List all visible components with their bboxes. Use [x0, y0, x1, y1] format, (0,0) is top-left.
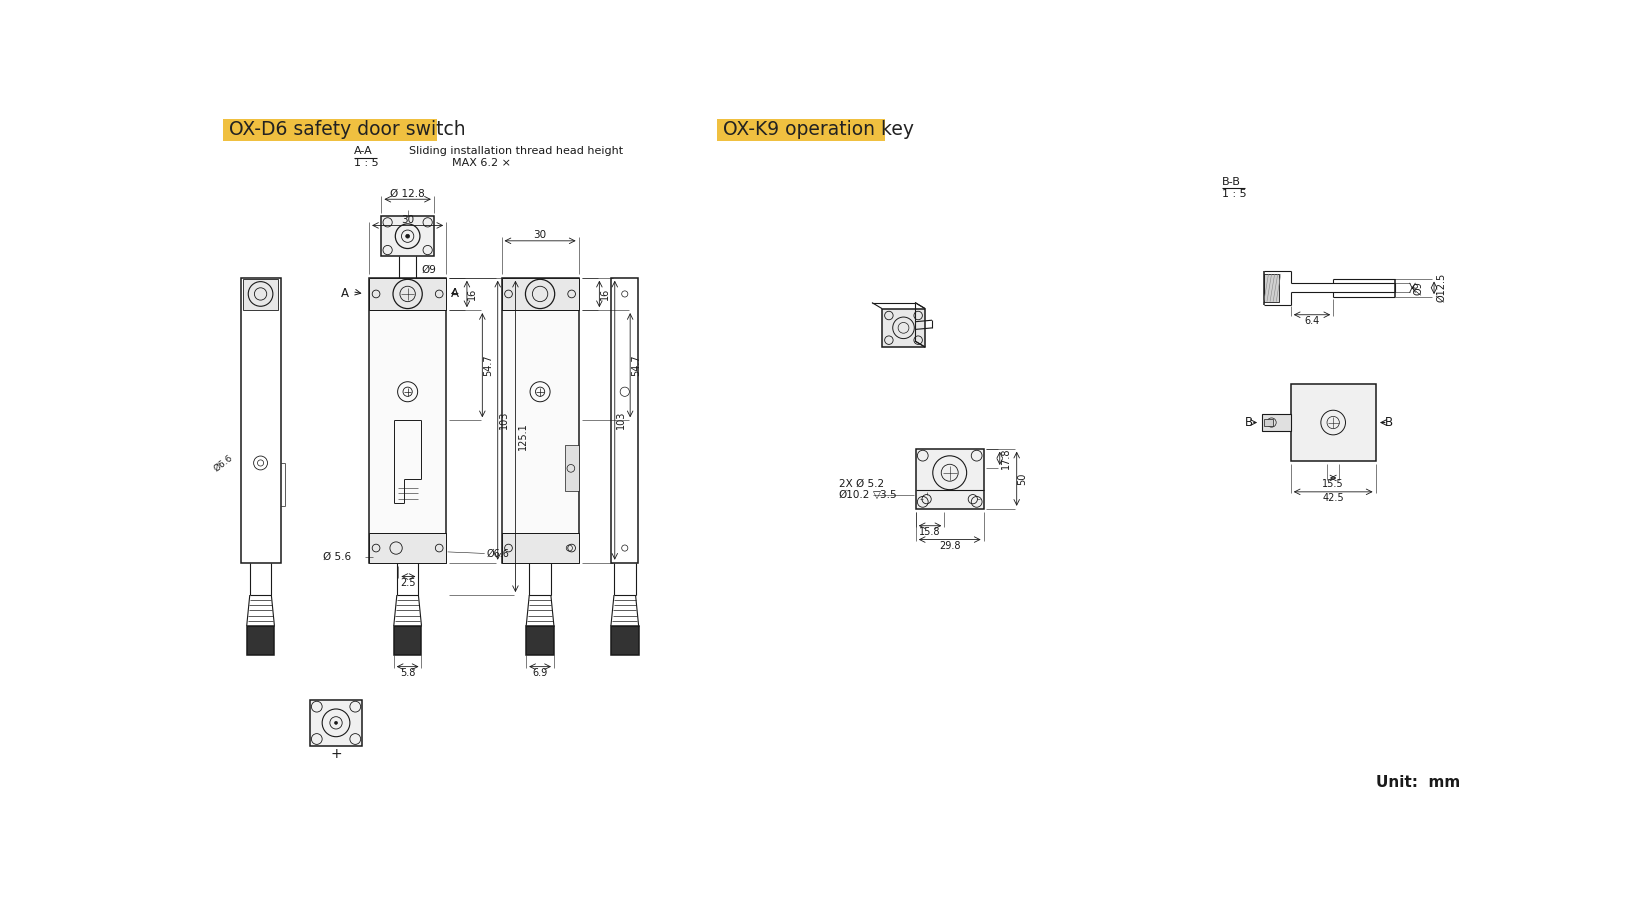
Bar — [369, 278, 446, 311]
Bar — [1264, 274, 1280, 301]
Text: 54.7: 54.7 — [484, 354, 493, 376]
Text: 17.8: 17.8 — [1001, 448, 1011, 469]
Text: Unit:  mm: Unit: mm — [1375, 776, 1460, 791]
Text: Ø6.6: Ø6.6 — [213, 453, 234, 473]
Text: 29.8: 29.8 — [939, 540, 960, 551]
Text: Ø9: Ø9 — [1414, 281, 1424, 295]
Text: 6.9: 6.9 — [533, 668, 547, 678]
Text: Ø 12.8: Ø 12.8 — [390, 189, 425, 199]
Bar — [1262, 414, 1292, 431]
Bar — [247, 626, 274, 655]
Text: 5.8: 5.8 — [400, 668, 415, 678]
Text: 2.5: 2.5 — [400, 578, 416, 588]
Bar — [310, 700, 362, 746]
Text: B-B: B-B — [1223, 178, 1241, 187]
Text: 15.8: 15.8 — [919, 527, 941, 537]
Text: 42.5: 42.5 — [1323, 493, 1344, 503]
Bar — [611, 278, 638, 562]
Bar — [1292, 384, 1375, 461]
Text: 103: 103 — [498, 411, 508, 430]
Text: Ø10.2: Ø10.2 — [839, 490, 870, 500]
Text: 103: 103 — [616, 411, 626, 430]
Bar — [565, 445, 579, 492]
Text: 2X Ø 5.2: 2X Ø 5.2 — [839, 479, 883, 489]
Text: OX-K9 operation key: OX-K9 operation key — [723, 120, 915, 139]
Text: Sliding installation thread head height: Sliding installation thread head height — [410, 147, 623, 157]
Text: A: A — [451, 288, 459, 300]
Bar — [241, 278, 280, 562]
Text: OX-D6 safety door switch: OX-D6 safety door switch — [229, 120, 465, 139]
Text: Ø6.6: Ø6.6 — [487, 549, 510, 559]
Text: 54.7: 54.7 — [631, 354, 641, 376]
Text: 1 : 5: 1 : 5 — [1223, 189, 1247, 199]
Bar — [718, 119, 885, 141]
Text: B: B — [1246, 416, 1254, 429]
Bar — [502, 278, 579, 562]
Text: 15.5: 15.5 — [1323, 479, 1344, 489]
Bar — [526, 626, 554, 655]
Circle shape — [406, 234, 410, 238]
Text: +: + — [329, 747, 343, 760]
Text: 30: 30 — [534, 231, 547, 240]
Text: 30: 30 — [402, 215, 415, 225]
Text: Ø12.5: Ø12.5 — [1436, 273, 1446, 302]
Bar — [369, 278, 446, 562]
Circle shape — [334, 721, 338, 725]
Bar — [502, 533, 579, 562]
Text: ▽3.5: ▽3.5 — [872, 490, 897, 500]
Text: 125.1: 125.1 — [518, 422, 528, 451]
Text: A: A — [341, 288, 349, 300]
Bar — [1264, 419, 1274, 426]
Bar — [393, 626, 421, 655]
Bar — [369, 533, 446, 562]
Text: B: B — [1385, 416, 1393, 429]
Bar — [882, 309, 924, 347]
Text: A-A: A-A — [354, 147, 372, 157]
Bar — [243, 278, 279, 311]
Text: 1 : 5: 1 : 5 — [354, 158, 379, 168]
Bar — [223, 119, 438, 141]
Text: MAX 6.2 ×: MAX 6.2 × — [451, 158, 510, 168]
Bar — [611, 626, 639, 655]
Bar — [382, 216, 434, 256]
Text: 50: 50 — [1018, 473, 1028, 485]
Text: 16: 16 — [467, 288, 477, 300]
Text: Ø9: Ø9 — [421, 266, 436, 275]
Text: 6.4: 6.4 — [1305, 316, 1319, 326]
Bar — [916, 449, 983, 508]
Bar — [502, 278, 579, 311]
Text: Ø 5.6: Ø 5.6 — [323, 551, 351, 562]
Text: 16: 16 — [600, 288, 610, 300]
